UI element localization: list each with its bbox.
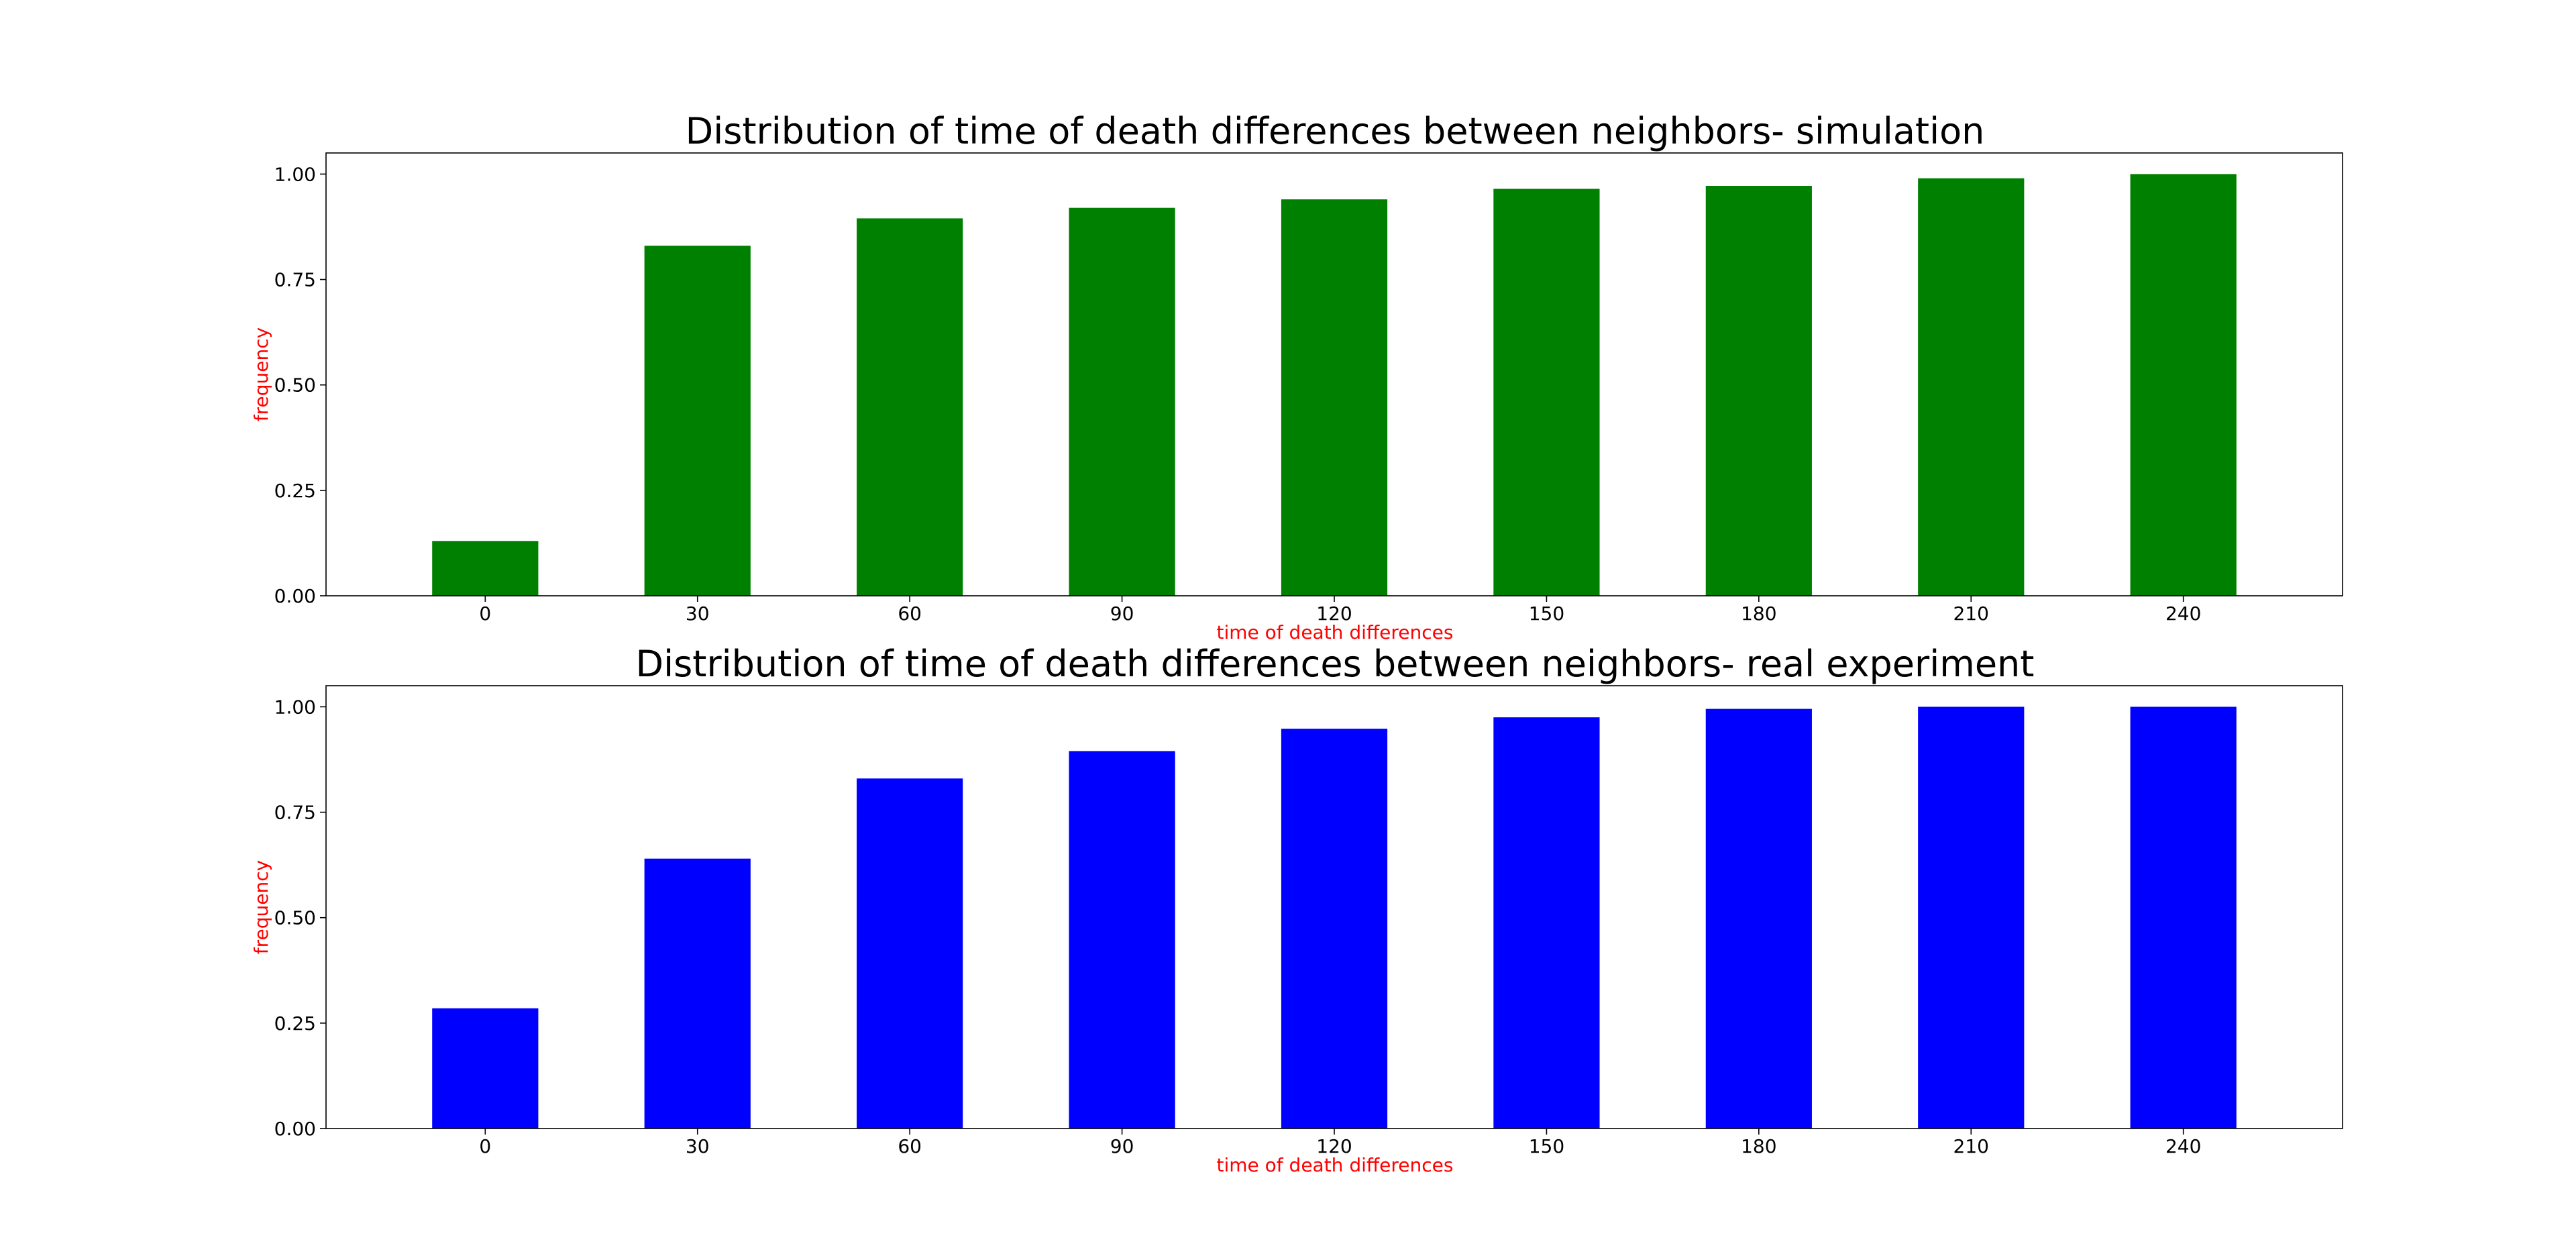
bar-180: [1705, 186, 1812, 596]
x-tick-label: 180: [1741, 603, 1776, 625]
y-ticks: 0.00 0.25 0.50 0.75 1.00: [274, 696, 326, 1140]
bar-30: [644, 246, 751, 596]
bar-240: [2130, 706, 2237, 1129]
bar-210: [1918, 706, 2025, 1129]
y-tick-label: 0.25: [274, 1012, 316, 1035]
chart-title: Distribution of time of death difference…: [686, 110, 1985, 152]
x-axis-label: time of death differences: [1217, 621, 1454, 643]
x-tick-label: 0: [479, 1135, 491, 1157]
x-tick-label: 120: [1316, 603, 1352, 625]
bars: [432, 706, 2237, 1129]
x-tick-label: 60: [898, 1135, 922, 1157]
y-tick-label: 0.75: [274, 802, 316, 824]
chart-simulation: Distribution of time of death difference…: [250, 110, 2343, 643]
x-ticks: 0 30 60 90 120 150 180 210 240: [479, 1129, 2201, 1157]
bars: [432, 174, 2237, 596]
bar-90: [1069, 207, 1175, 596]
x-tick-label: 30: [686, 1135, 710, 1157]
x-tick-label: 150: [1529, 603, 1564, 625]
y-tick-label: 1.00: [274, 696, 316, 718]
plot-frame: [325, 685, 2343, 1129]
bar-120: [1281, 729, 1388, 1129]
x-tick-label: 0: [479, 603, 491, 625]
bar-30: [644, 858, 751, 1129]
bar-60: [857, 218, 963, 596]
x-tick-label: 120: [1316, 1135, 1352, 1157]
x-tick-label: 240: [2165, 603, 2201, 625]
x-tick-label: 210: [1953, 603, 1989, 625]
x-tick-label: 30: [686, 603, 710, 625]
x-axis-label: time of death differences: [1217, 1154, 1454, 1176]
bar-210: [1918, 178, 2025, 596]
bar-240: [2130, 174, 2237, 596]
bar-0: [432, 541, 539, 596]
y-tick-label: 0.00: [274, 1118, 316, 1140]
x-tick-label: 60: [898, 603, 922, 625]
bar-120: [1281, 199, 1388, 596]
x-tick-label: 90: [1110, 1135, 1134, 1157]
x-tick-label: 180: [1741, 1135, 1776, 1157]
y-axis-label: frequency: [250, 327, 272, 421]
y-axis-label: frequency: [250, 860, 272, 954]
y-tick-label: 0.75: [274, 269, 316, 291]
y-tick-label: 0.50: [274, 907, 316, 929]
x-tick-label: 210: [1953, 1135, 1989, 1157]
bar-60: [857, 778, 963, 1129]
bar-150: [1493, 717, 1600, 1129]
chart-real-experiment: Distribution of time of death difference…: [250, 643, 2343, 1176]
y-ticks: 0.00 0.25 0.50 0.75 1.00: [274, 163, 326, 607]
bar-150: [1493, 189, 1600, 596]
x-ticks: 0 30 60 90 120 150 180 210 240: [479, 596, 2201, 625]
x-tick-label: 90: [1110, 603, 1134, 625]
x-tick-label: 150: [1529, 1135, 1564, 1157]
x-tick-label: 240: [2165, 1135, 2201, 1157]
plot-frame: [325, 152, 2343, 596]
bar-90: [1069, 751, 1175, 1129]
y-tick-label: 0.00: [274, 585, 316, 607]
y-tick-label: 1.00: [274, 163, 316, 185]
bar-0: [432, 1008, 539, 1129]
y-tick-label: 0.50: [274, 374, 316, 397]
bar-180: [1705, 709, 1812, 1129]
y-tick-label: 0.25: [274, 480, 316, 502]
chart-title: Distribution of time of death difference…: [636, 643, 2035, 685]
